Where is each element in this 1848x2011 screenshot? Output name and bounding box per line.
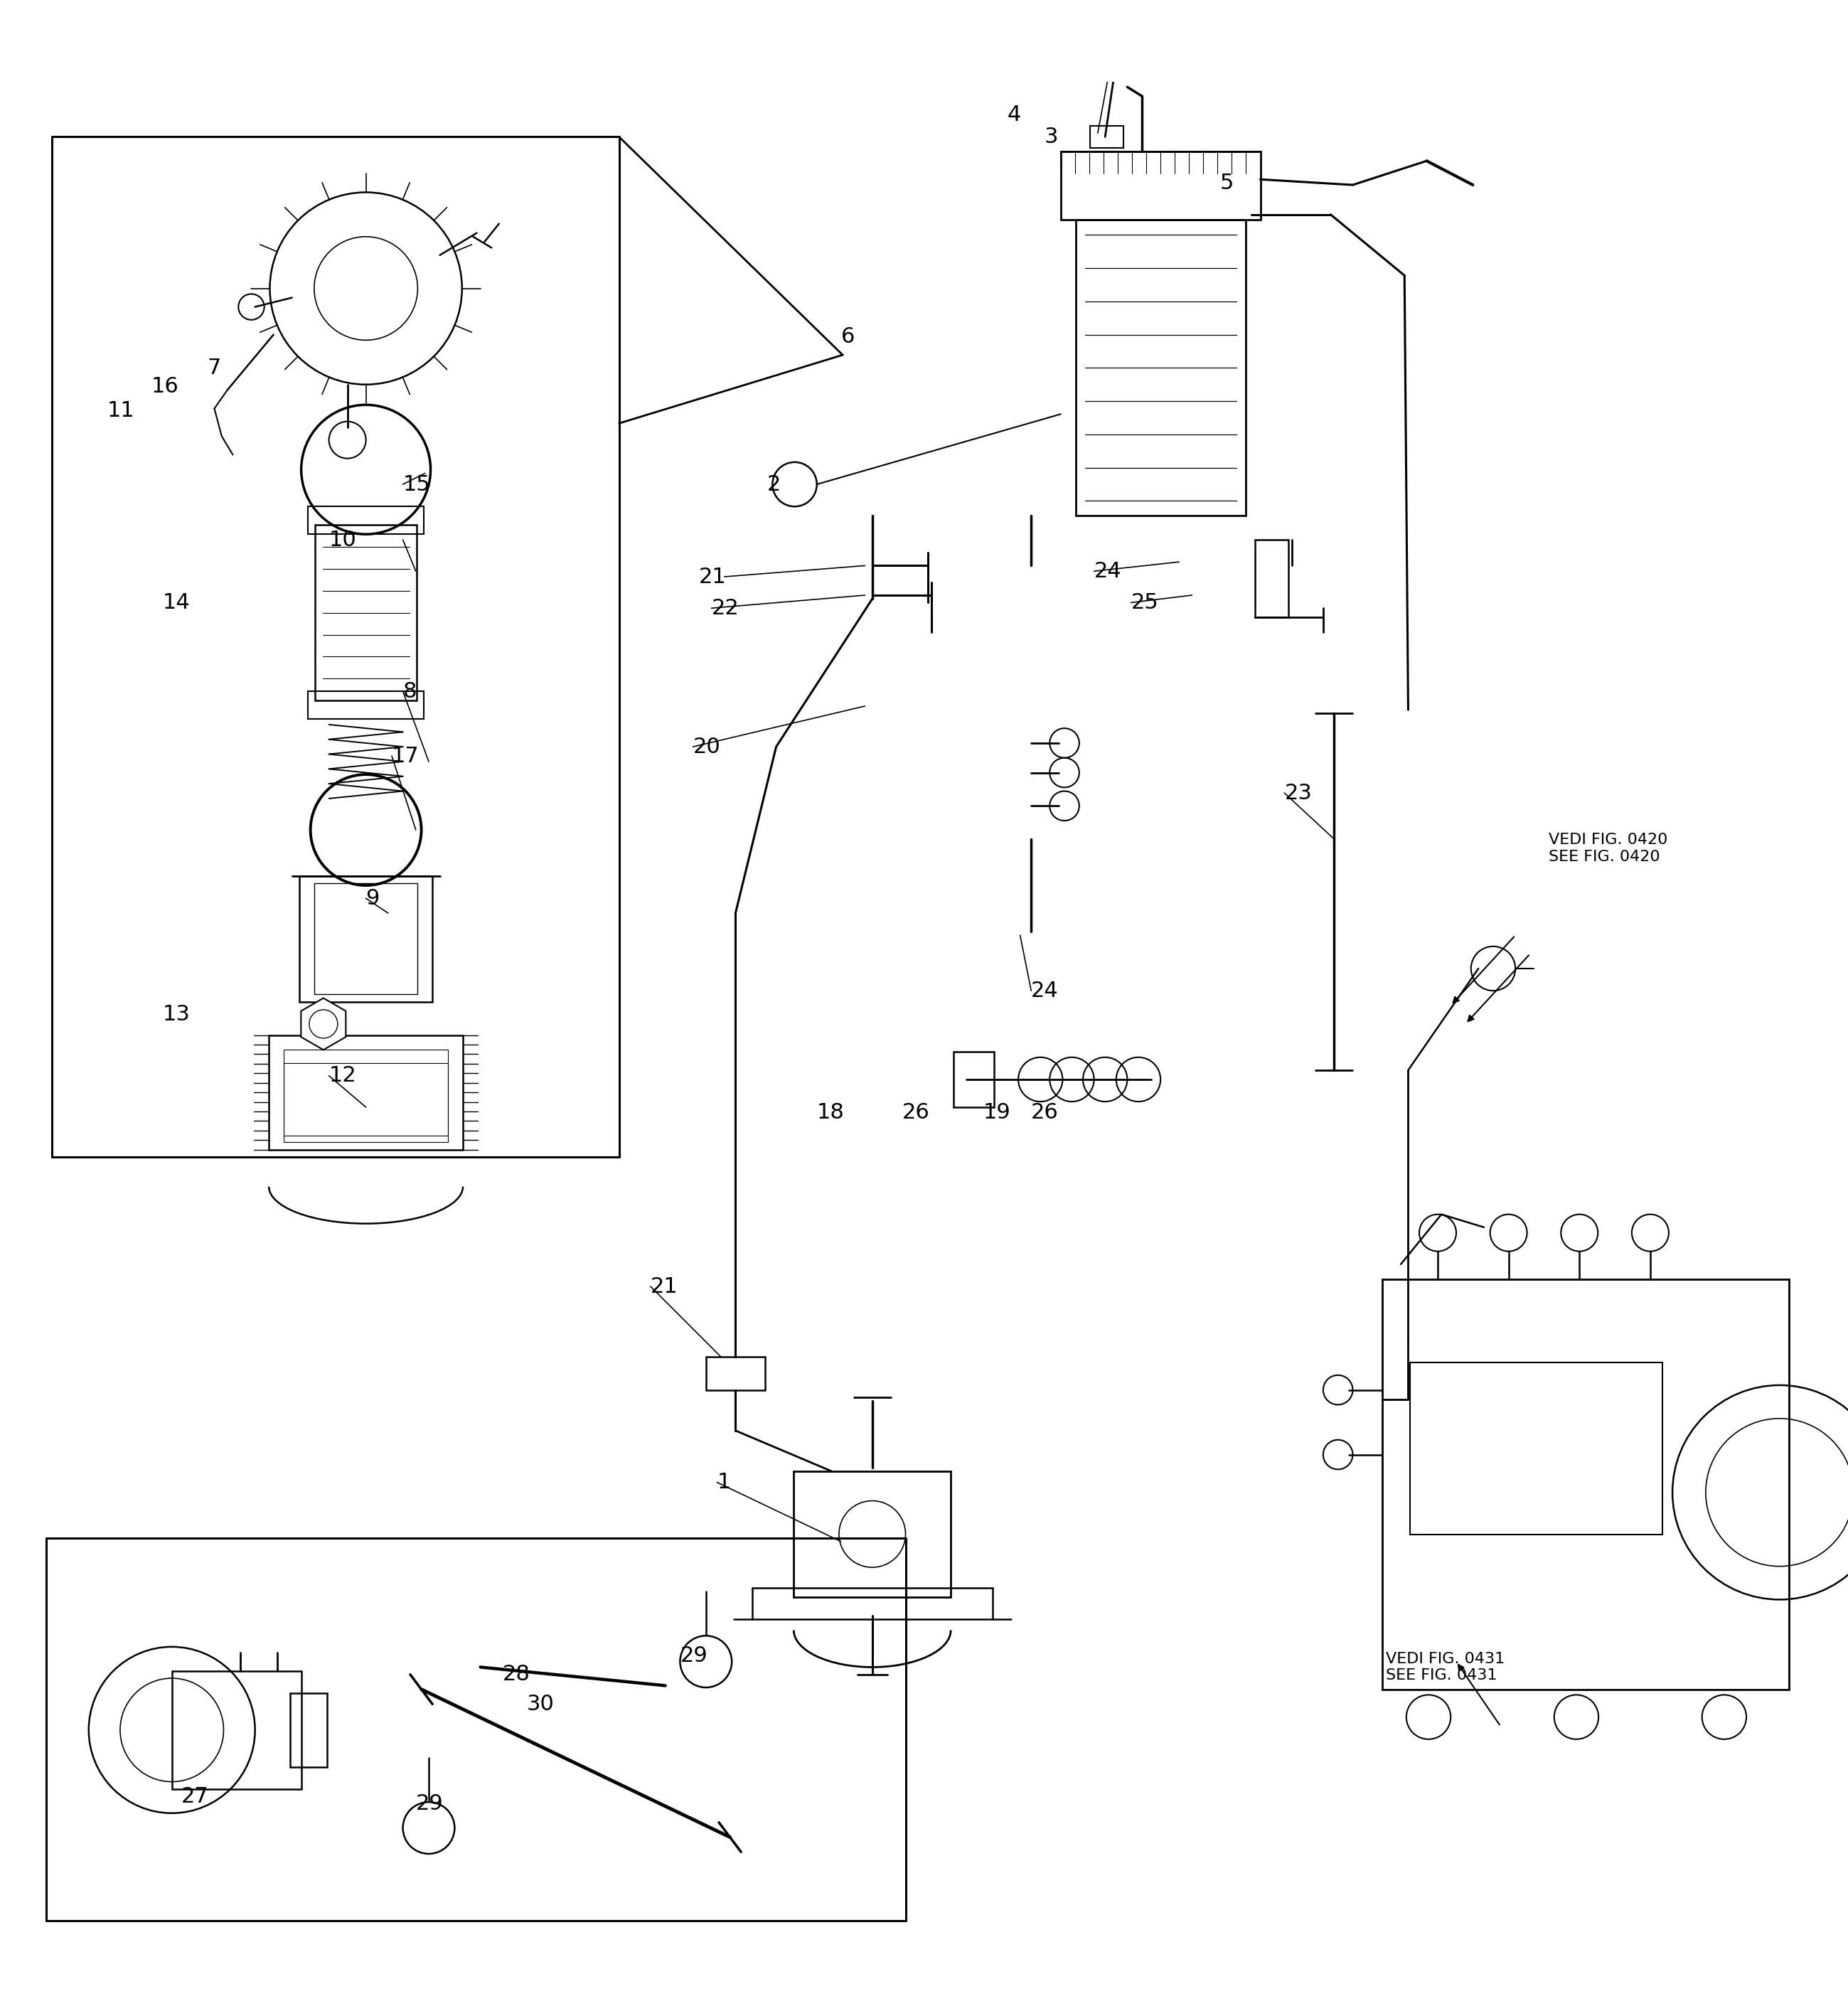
Bar xyxy=(270,1036,464,1150)
Bar xyxy=(1090,127,1124,149)
Text: 1: 1 xyxy=(717,1472,730,1492)
Bar xyxy=(309,692,425,720)
Text: 19: 19 xyxy=(983,1102,1011,1122)
Bar xyxy=(1076,219,1246,515)
Text: 6: 6 xyxy=(841,326,854,346)
Circle shape xyxy=(403,1802,455,1854)
Text: 7: 7 xyxy=(207,358,220,378)
Bar xyxy=(706,1357,765,1390)
Bar xyxy=(314,883,418,993)
Text: 18: 18 xyxy=(817,1102,845,1122)
Text: 21: 21 xyxy=(650,1277,678,1297)
Text: 24: 24 xyxy=(1031,981,1059,1001)
Text: 2: 2 xyxy=(767,475,780,495)
Bar xyxy=(1061,151,1260,219)
Bar xyxy=(1382,1279,1789,1689)
Text: 24: 24 xyxy=(1094,561,1122,581)
Text: 11: 11 xyxy=(107,400,135,420)
Text: 16: 16 xyxy=(152,376,179,396)
Text: 26: 26 xyxy=(1031,1102,1059,1122)
Text: 22: 22 xyxy=(711,597,739,619)
Text: 25: 25 xyxy=(1131,593,1159,613)
Text: 5: 5 xyxy=(1220,173,1233,193)
Text: 29: 29 xyxy=(416,1794,444,1814)
Bar xyxy=(299,877,432,1001)
Text: 30: 30 xyxy=(527,1693,554,1715)
Circle shape xyxy=(680,1635,732,1687)
Text: 27: 27 xyxy=(181,1786,209,1806)
Text: 26: 26 xyxy=(902,1102,930,1122)
Text: 15: 15 xyxy=(403,475,431,495)
Text: 3: 3 xyxy=(1044,127,1059,147)
Text: 20: 20 xyxy=(693,736,721,756)
Text: 8: 8 xyxy=(403,682,418,702)
Text: 10: 10 xyxy=(329,529,357,551)
Bar xyxy=(290,1693,327,1768)
Text: VEDI FIG. 0420
SEE FIG. 0420: VEDI FIG. 0420 SEE FIG. 0420 xyxy=(1549,833,1667,865)
Bar xyxy=(314,525,418,700)
Text: 21: 21 xyxy=(699,567,726,587)
Text: 29: 29 xyxy=(680,1645,708,1667)
Bar xyxy=(285,1062,449,1136)
Text: 4: 4 xyxy=(1007,105,1020,125)
Text: 28: 28 xyxy=(503,1665,530,1685)
Bar xyxy=(309,507,425,535)
Bar xyxy=(954,1052,994,1108)
Polygon shape xyxy=(301,997,346,1050)
Text: 23: 23 xyxy=(1284,782,1312,802)
Text: 17: 17 xyxy=(392,746,419,766)
Text: VEDI FIG. 0431
SEE FIG. 0431: VEDI FIG. 0431 SEE FIG. 0431 xyxy=(1386,1651,1504,1683)
Text: 13: 13 xyxy=(163,1003,190,1026)
Bar xyxy=(172,1671,301,1790)
Bar xyxy=(1255,539,1288,617)
Bar xyxy=(795,1472,952,1597)
Bar xyxy=(1410,1361,1661,1534)
Text: 14: 14 xyxy=(163,593,190,613)
Bar xyxy=(285,1050,449,1142)
Text: 12: 12 xyxy=(329,1066,357,1086)
Circle shape xyxy=(772,463,817,507)
Text: 9: 9 xyxy=(366,889,379,909)
